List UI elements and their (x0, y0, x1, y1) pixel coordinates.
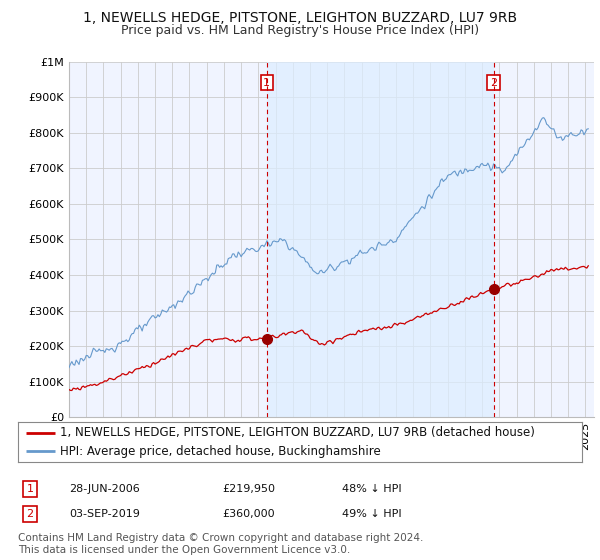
Text: £219,950: £219,950 (222, 484, 275, 494)
Text: 2: 2 (490, 78, 497, 87)
Text: Contains HM Land Registry data © Crown copyright and database right 2024.
This d: Contains HM Land Registry data © Crown c… (18, 533, 424, 555)
Text: 49% ↓ HPI: 49% ↓ HPI (342, 509, 401, 519)
Text: 03-SEP-2019: 03-SEP-2019 (69, 509, 140, 519)
Text: 1: 1 (26, 484, 34, 494)
Text: 1: 1 (263, 78, 270, 87)
Text: £360,000: £360,000 (222, 509, 275, 519)
Text: 2: 2 (26, 509, 34, 519)
Text: 1, NEWELLS HEDGE, PITSTONE, LEIGHTON BUZZARD, LU7 9RB (detached house): 1, NEWELLS HEDGE, PITSTONE, LEIGHTON BUZ… (60, 426, 535, 439)
Text: 28-JUN-2006: 28-JUN-2006 (69, 484, 140, 494)
Bar (267, 62, 494, 417)
Text: 1, NEWELLS HEDGE, PITSTONE, LEIGHTON BUZZARD, LU7 9RB: 1, NEWELLS HEDGE, PITSTONE, LEIGHTON BUZ… (83, 11, 517, 25)
Text: Price paid vs. HM Land Registry's House Price Index (HPI): Price paid vs. HM Land Registry's House … (121, 24, 479, 37)
Text: 48% ↓ HPI: 48% ↓ HPI (342, 484, 401, 494)
Text: HPI: Average price, detached house, Buckinghamshire: HPI: Average price, detached house, Buck… (60, 445, 381, 458)
